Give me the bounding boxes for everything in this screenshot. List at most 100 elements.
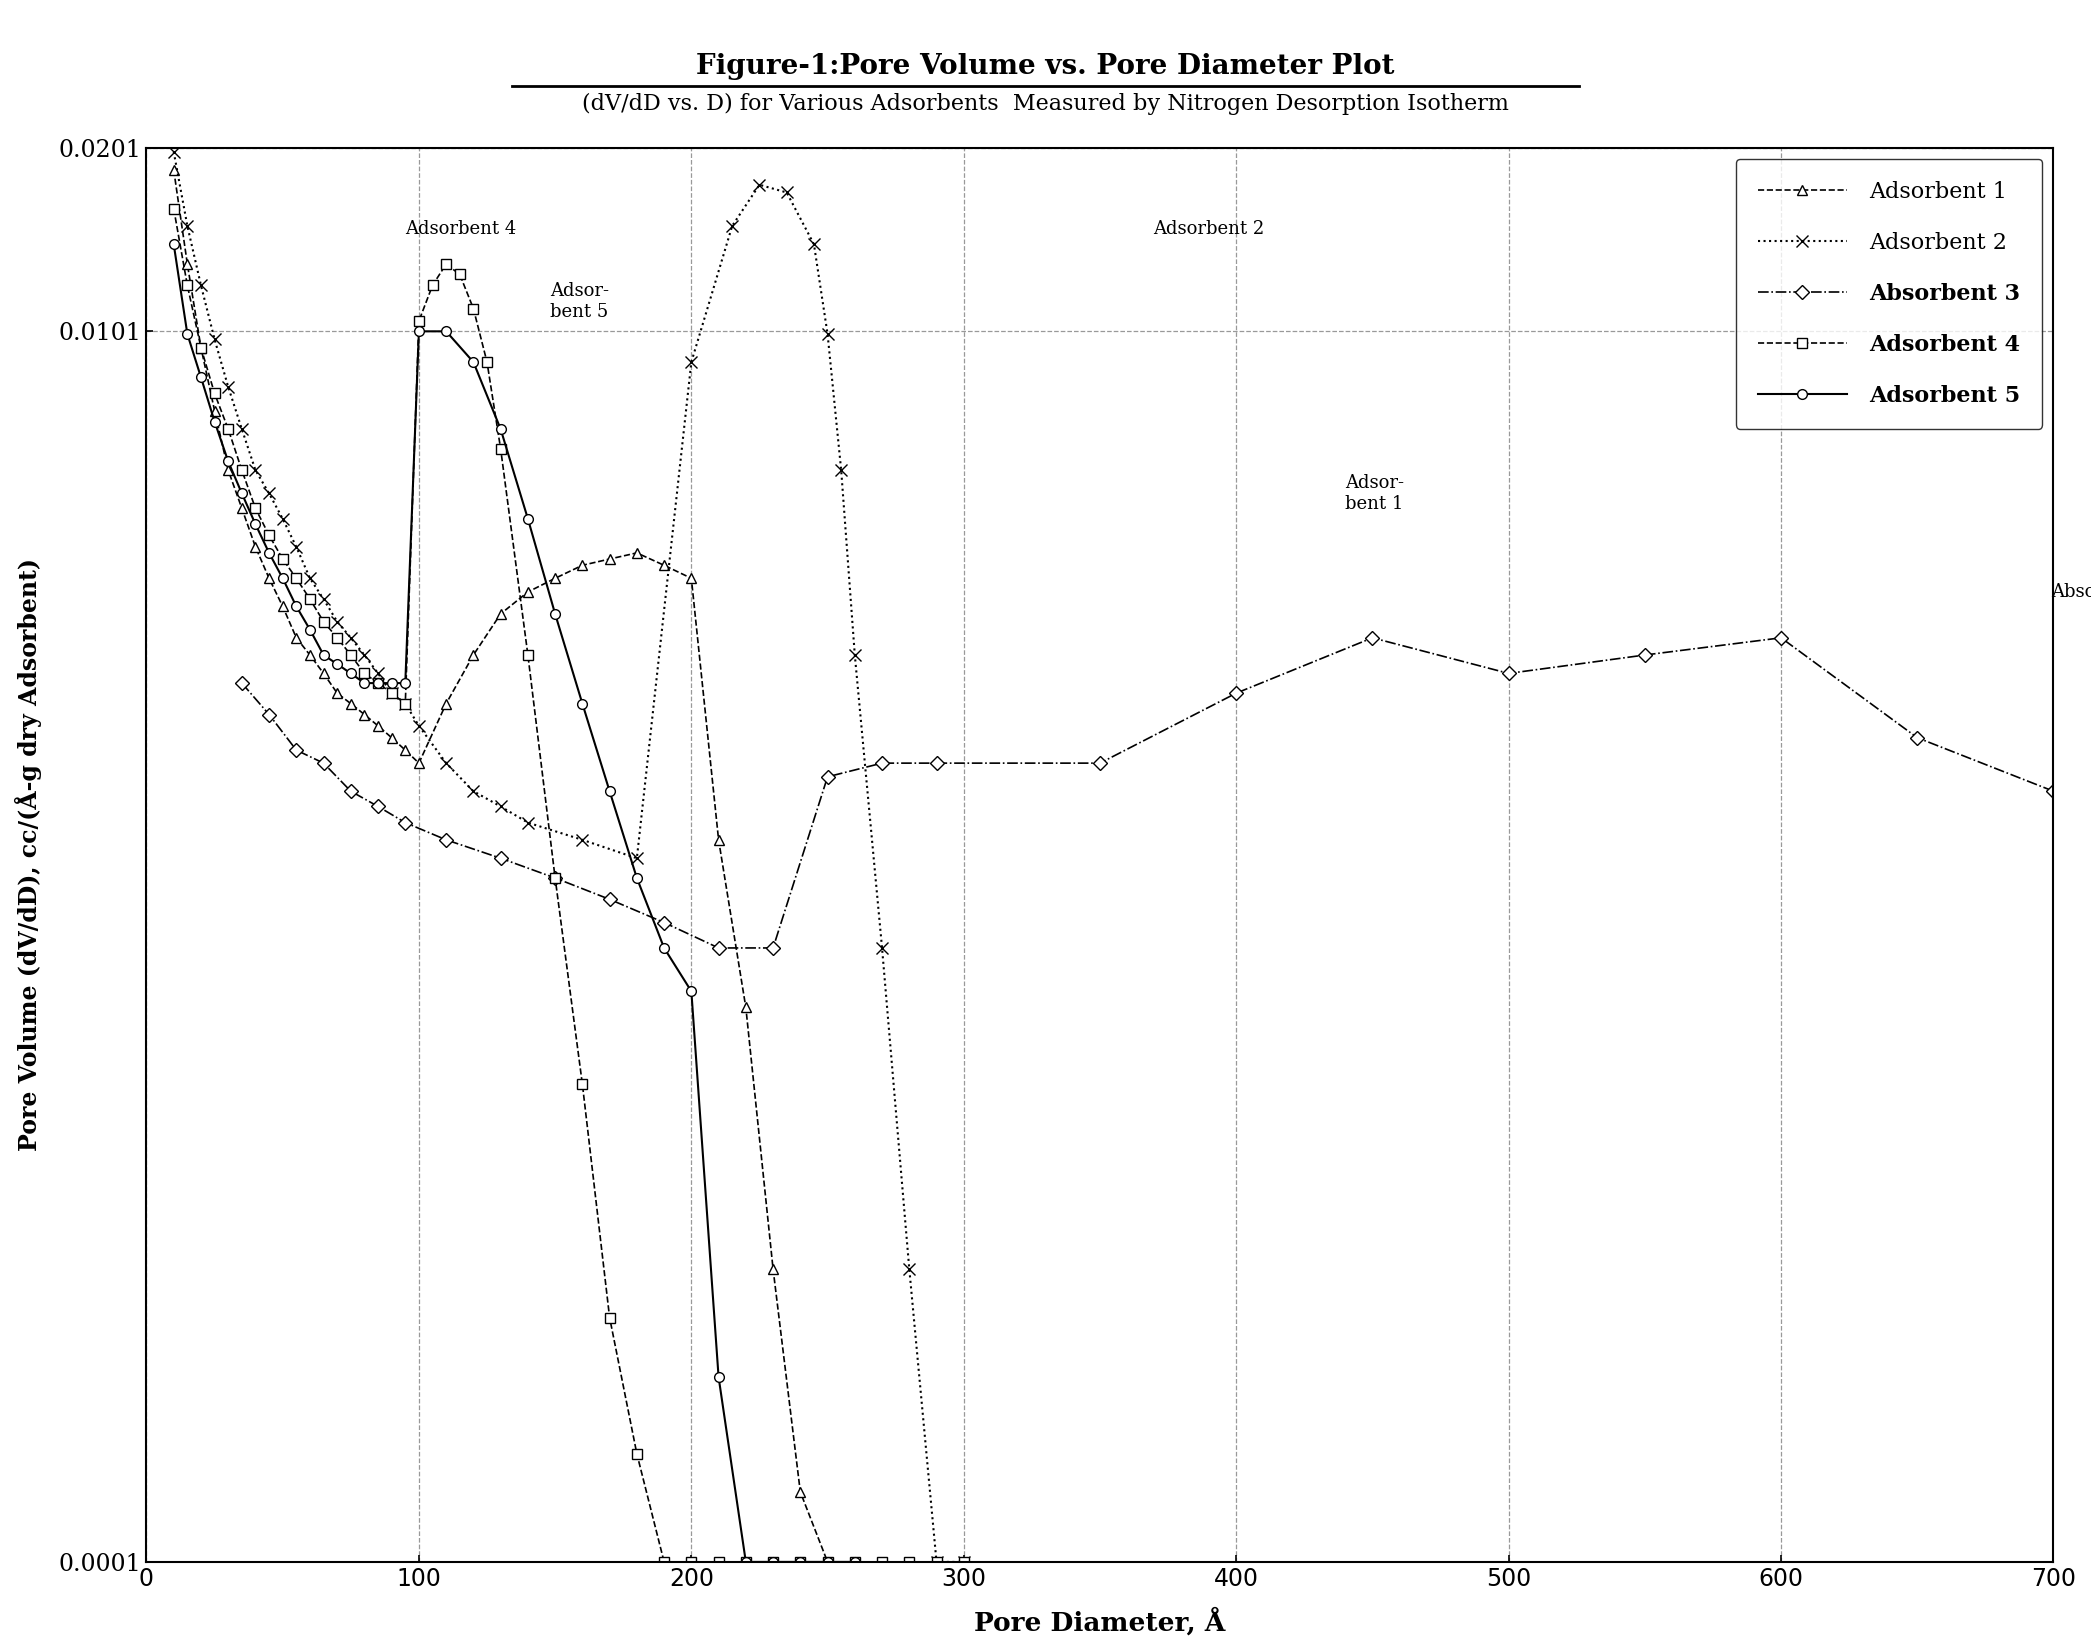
Absorbent 3	[870, 753, 895, 773]
Adsorbent 5	[761, 1552, 786, 1572]
Adsorbent 1	[243, 537, 268, 556]
Adsorbent 5	[351, 674, 376, 693]
Adsorbent 1	[870, 1552, 895, 1572]
Adsorbent 2	[460, 781, 485, 801]
Adsorbent 5	[188, 368, 213, 388]
Adsorbent 5	[843, 1552, 868, 1572]
Adsorbent 1	[312, 664, 337, 684]
Adsorbent 2	[406, 717, 431, 736]
Adsorbent 1	[297, 646, 322, 665]
Adsorbent 2	[801, 234, 826, 254]
Adsorbent 4	[188, 338, 213, 358]
Adsorbent 1	[176, 254, 201, 274]
Adsorbent 4	[297, 589, 322, 609]
Absorbent 3	[284, 740, 309, 759]
Absorbent 3	[312, 753, 337, 773]
Absorbent 3	[2041, 781, 2066, 801]
Text: Adsor-
bent 5: Adsor- bent 5	[550, 282, 608, 320]
Absorbent 3	[1359, 627, 1384, 647]
Adsorbent 2	[351, 646, 376, 665]
Adsorbent 4	[270, 550, 295, 570]
Adsorbent 5	[571, 693, 596, 713]
Adsorbent 1	[951, 1552, 976, 1572]
Adsorbent 1	[351, 705, 376, 725]
Y-axis label: Pore Volume (dV/dD), cc/(Å-g dry Adsorbent): Pore Volume (dV/dD), cc/(Å-g dry Adsorbe…	[15, 558, 42, 1151]
Adsorbent 2	[719, 216, 744, 236]
Absorbent 3	[652, 913, 677, 933]
Adsorbent 5	[815, 1552, 841, 1572]
Adsorbent 1	[230, 499, 255, 518]
Adsorbent 2	[487, 796, 512, 816]
Absorbent 3	[924, 753, 949, 773]
Text: Figure-1:Pore Volume vs. Pore Diameter Plot: Figure-1:Pore Volume vs. Pore Diameter P…	[696, 53, 1395, 79]
Adsorbent 4	[339, 646, 364, 665]
Adsorbent 4	[215, 419, 240, 439]
Absorbent 3	[1087, 753, 1112, 773]
Adsorbent 2	[393, 693, 418, 713]
Adsorbent 4	[230, 461, 255, 480]
Adsorbent 2	[828, 461, 853, 480]
Adsorbent 4	[707, 1552, 732, 1572]
Adsorbent 2	[257, 484, 282, 504]
Adsorbent 5	[176, 324, 201, 343]
Adsorbent 1	[393, 740, 418, 759]
Adsorbent 1	[788, 1483, 813, 1502]
Adsorbent 2	[339, 627, 364, 647]
Adsorbent 4	[243, 499, 268, 518]
Adsorbent 5	[257, 543, 282, 563]
Absorbent 3	[393, 812, 418, 832]
Absorbent 3	[1223, 684, 1248, 703]
Adsorbent 2	[815, 324, 841, 343]
Text: Adsorbent 4: Adsorbent 4	[406, 221, 516, 238]
Adsorbent 4	[514, 646, 539, 665]
Absorbent 3	[487, 849, 512, 868]
Adsorbent 1	[897, 1552, 922, 1572]
Adsorbent 2	[897, 1260, 922, 1280]
Adsorbent 5	[393, 674, 418, 693]
Absorbent 3	[257, 705, 282, 725]
Adsorbent 1	[203, 401, 228, 421]
Adsorbent 1	[571, 555, 596, 575]
Adsorbent 1	[707, 830, 732, 850]
Adsorbent 4	[571, 1075, 596, 1095]
Line: Absorbent 3: Absorbent 3	[236, 632, 2058, 953]
Adsorbent 2	[514, 812, 539, 832]
Adsorbent 4	[598, 1308, 623, 1327]
Adsorbent 1	[652, 555, 677, 575]
Adsorbent 4	[734, 1552, 759, 1572]
Adsorbent 1	[625, 543, 650, 563]
Adsorbent 4	[378, 684, 404, 703]
Line: Adsorbent 1: Adsorbent 1	[169, 165, 968, 1567]
Adsorbent 5	[487, 419, 512, 439]
Adsorbent 2	[870, 938, 895, 958]
Adsorbent 1	[257, 568, 282, 588]
Absorbent 3	[1495, 664, 1520, 684]
Adsorbent 4	[897, 1552, 922, 1572]
Adsorbent 2	[284, 537, 309, 556]
Adsorbent 5	[230, 484, 255, 504]
Adsorbent 5	[598, 781, 623, 801]
Adsorbent 5	[542, 604, 567, 624]
Adsorbent 2	[230, 419, 255, 439]
Adsorbent 4	[161, 198, 186, 218]
Adsorbent 5	[652, 938, 677, 958]
Adsorbent 5	[707, 1367, 732, 1387]
Adsorbent 4	[815, 1552, 841, 1572]
X-axis label: Pore Diameter, Å: Pore Diameter, Å	[974, 1608, 1225, 1636]
Adsorbent 5	[680, 981, 705, 1001]
Adsorbent 2	[324, 613, 349, 632]
Adsorbent 1	[761, 1260, 786, 1280]
Adsorbent 4	[843, 1552, 868, 1572]
Adsorbent 2	[312, 589, 337, 609]
Adsorbent 4	[312, 613, 337, 632]
Adsorbent 5	[243, 513, 268, 533]
Absorbent 3	[339, 781, 364, 801]
Adsorbent 1	[284, 627, 309, 647]
Adsorbent 4	[420, 276, 445, 296]
Adsorbent 1	[514, 583, 539, 603]
Text: (dV/dD vs. D) for Various Adsorbents  Measured by Nitrogen Desorption Isotherm: (dV/dD vs. D) for Various Adsorbents Mea…	[581, 92, 1510, 114]
Adsorbent 2	[378, 684, 404, 703]
Adsorbent 5	[378, 674, 404, 693]
Adsorbent 4	[924, 1552, 949, 1572]
Adsorbent 4	[652, 1552, 677, 1572]
